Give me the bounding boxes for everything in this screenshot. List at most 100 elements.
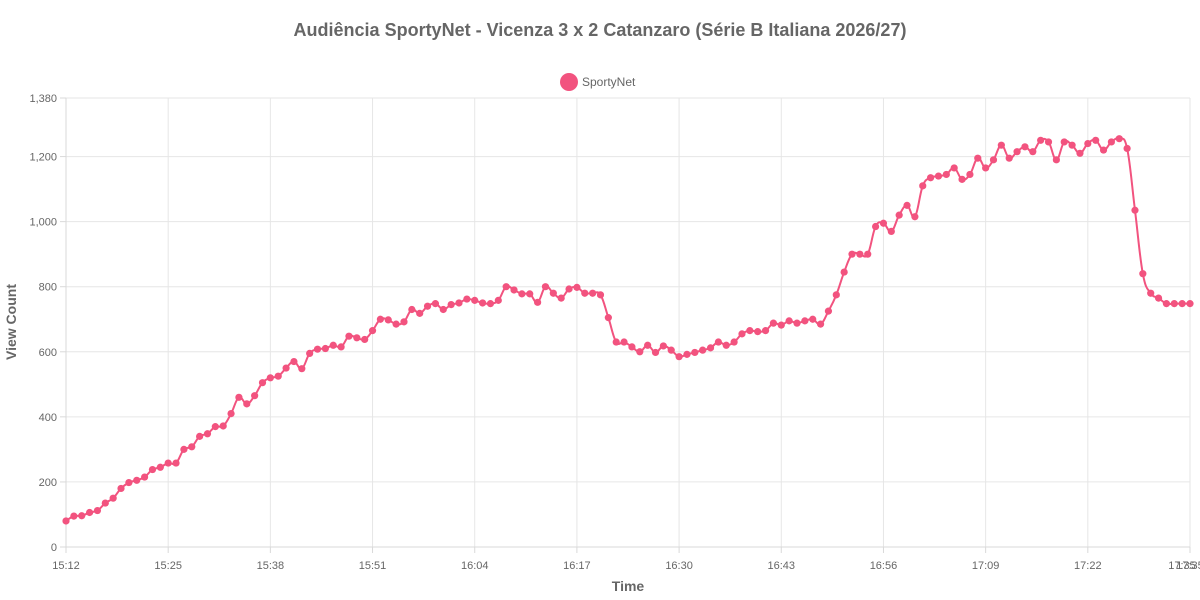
data-point[interactable] bbox=[376, 315, 385, 323]
data-point[interactable] bbox=[636, 348, 644, 356]
data-point[interactable] bbox=[455, 299, 463, 307]
data-point[interactable] bbox=[345, 332, 353, 340]
data-point[interactable] bbox=[534, 298, 542, 306]
data-point[interactable] bbox=[203, 430, 212, 438]
data-point[interactable] bbox=[125, 478, 133, 487]
data-point[interactable] bbox=[62, 517, 70, 525]
data-point[interactable] bbox=[266, 374, 274, 382]
data-point[interactable] bbox=[408, 305, 416, 314]
data-point[interactable] bbox=[840, 268, 848, 276]
data-point[interactable] bbox=[816, 320, 825, 328]
data-point[interactable] bbox=[471, 296, 479, 304]
data-point[interactable] bbox=[699, 346, 707, 354]
data-point[interactable] bbox=[549, 289, 557, 297]
data-point[interactable] bbox=[510, 286, 518, 294]
data-point[interactable] bbox=[85, 508, 94, 517]
data-point[interactable] bbox=[769, 319, 778, 327]
data-point[interactable] bbox=[793, 319, 801, 327]
data-point[interactable] bbox=[706, 344, 715, 352]
data-point[interactable] bbox=[1060, 138, 1068, 146]
data-point[interactable] bbox=[1092, 136, 1100, 144]
data-point[interactable] bbox=[463, 295, 471, 303]
data-point[interactable] bbox=[950, 164, 958, 172]
data-point[interactable] bbox=[989, 156, 998, 164]
data-point[interactable] bbox=[581, 289, 589, 297]
data-point[interactable] bbox=[1139, 270, 1147, 278]
data-point[interactable] bbox=[1162, 300, 1171, 308]
data-point[interactable] bbox=[659, 342, 667, 350]
data-point[interactable] bbox=[620, 338, 628, 346]
data-point[interactable] bbox=[801, 317, 809, 325]
data-point[interactable] bbox=[1099, 146, 1108, 154]
data-point[interactable] bbox=[431, 300, 440, 308]
data-point[interactable] bbox=[644, 341, 652, 349]
data-point[interactable] bbox=[1115, 135, 1123, 143]
data-point[interactable] bbox=[196, 432, 204, 440]
data-point[interactable] bbox=[557, 294, 565, 302]
data-point[interactable] bbox=[258, 379, 267, 387]
data-point[interactable] bbox=[1029, 148, 1037, 156]
data-point[interactable] bbox=[604, 314, 612, 322]
data-point[interactable] bbox=[966, 170, 974, 179]
data-point[interactable] bbox=[958, 175, 966, 183]
data-point[interactable] bbox=[1076, 149, 1084, 157]
legend[interactable]: SportyNet bbox=[560, 73, 636, 91]
data-point[interactable] bbox=[164, 459, 172, 467]
data-point[interactable] bbox=[298, 365, 306, 373]
data-point[interactable] bbox=[1147, 289, 1155, 297]
data-point[interactable] bbox=[628, 343, 636, 351]
data-point[interactable] bbox=[1170, 300, 1178, 308]
data-point[interactable] bbox=[730, 338, 738, 346]
data-point[interactable] bbox=[911, 213, 919, 221]
data-point[interactable] bbox=[211, 423, 219, 431]
data-point[interactable] bbox=[384, 316, 392, 324]
data-point[interactable] bbox=[777, 321, 785, 329]
data-point[interactable] bbox=[502, 283, 510, 291]
data-point[interactable] bbox=[1037, 136, 1045, 144]
data-point[interactable] bbox=[172, 459, 180, 467]
data-point[interactable] bbox=[368, 327, 377, 335]
data-point[interactable] bbox=[392, 320, 400, 328]
data-point[interactable] bbox=[809, 315, 817, 323]
data-point[interactable] bbox=[683, 350, 691, 358]
data-point[interactable] bbox=[251, 392, 259, 400]
data-point[interactable] bbox=[423, 302, 432, 310]
data-point[interactable] bbox=[895, 211, 903, 219]
data-point[interactable] bbox=[1044, 138, 1053, 146]
data-point[interactable] bbox=[117, 484, 125, 493]
data-point[interactable] bbox=[691, 348, 699, 357]
data-point[interactable] bbox=[1186, 300, 1194, 308]
data-point[interactable] bbox=[101, 499, 109, 507]
data-point[interactable] bbox=[526, 290, 534, 298]
data-point[interactable] bbox=[518, 290, 526, 298]
data-point[interactable] bbox=[864, 250, 872, 258]
data-point[interactable] bbox=[667, 346, 675, 354]
data-point[interactable] bbox=[337, 343, 345, 351]
data-point[interactable] bbox=[180, 445, 188, 453]
data-point[interactable] bbox=[1084, 139, 1092, 148]
data-point[interactable] bbox=[148, 465, 157, 474]
data-point[interactable] bbox=[235, 393, 243, 401]
data-point[interactable] bbox=[879, 219, 888, 227]
data-point[interactable] bbox=[227, 410, 235, 418]
data-point[interactable] bbox=[1052, 156, 1060, 164]
data-point[interactable] bbox=[982, 164, 990, 172]
data-point[interactable] bbox=[1068, 141, 1076, 149]
data-point[interactable] bbox=[573, 283, 581, 291]
data-point[interactable] bbox=[109, 494, 117, 502]
data-point[interactable] bbox=[329, 341, 337, 349]
data-point[interactable] bbox=[219, 422, 227, 430]
data-point[interactable] bbox=[133, 476, 141, 484]
data-point[interactable] bbox=[746, 327, 754, 335]
data-point[interactable] bbox=[565, 285, 573, 293]
data-point[interactable] bbox=[70, 512, 78, 520]
data-point[interactable] bbox=[934, 172, 943, 180]
data-point[interactable] bbox=[1131, 206, 1139, 214]
data-point[interactable] bbox=[761, 327, 770, 335]
data-point[interactable] bbox=[738, 330, 746, 338]
data-point[interactable] bbox=[78, 512, 86, 520]
data-point[interactable] bbox=[714, 338, 722, 346]
data-point[interactable] bbox=[306, 349, 314, 358]
data-point[interactable] bbox=[494, 296, 502, 304]
data-point[interactable] bbox=[1021, 143, 1029, 151]
